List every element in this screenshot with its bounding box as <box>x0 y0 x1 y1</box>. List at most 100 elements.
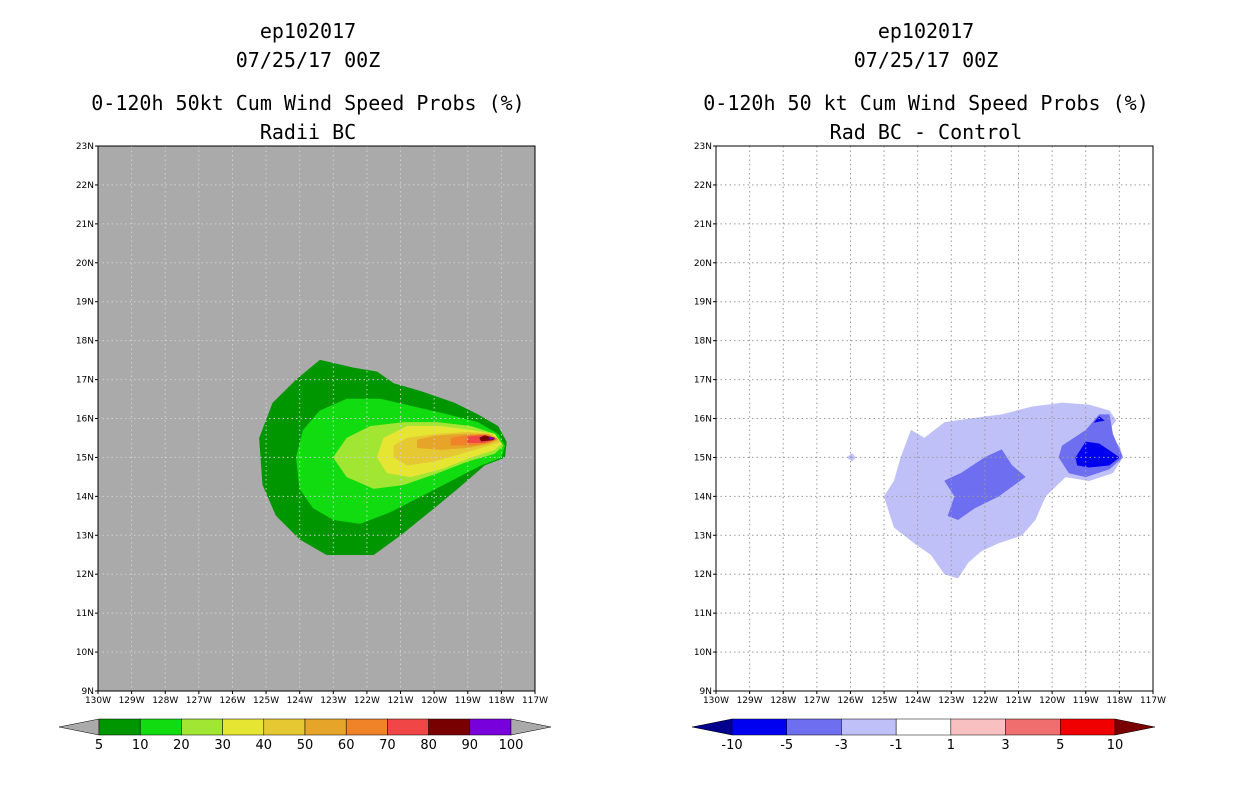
right-x-tick-label: 121W <box>1005 696 1031 706</box>
right-panel: ep102017 07/25/17 00Z 0-120h 50 kt Cum W… <box>691 19 1166 753</box>
left-x-tick-label: 127W <box>186 696 212 706</box>
left-panel: ep102017 07/25/17 00Z 0-120h 50kt Cum Wi… <box>58 19 552 753</box>
right-colorbar-box <box>731 718 787 736</box>
left-y-axis: 9N 10N 11N 12N 13N 14N 15N 16N 17N 18N 19N 20N 21N 22… <box>76 142 98 697</box>
left-colorbar-label: 10 <box>132 738 149 753</box>
left-y-tick-label: 14N <box>76 492 94 502</box>
left-contour-region-9 <box>489 436 495 440</box>
left-x-tick-label: 123W <box>320 696 346 706</box>
left-colorbar-label: 60 <box>338 738 355 753</box>
left-y-tick-label: 9N <box>82 687 94 697</box>
left-x-tick-label: 122W <box>354 696 380 706</box>
right-colorbar-label: -10 <box>721 738 742 753</box>
left-x-axis: 130W 129W 128W 127W 126W 125W 124W 123W 122W 121W… <box>85 691 548 706</box>
right-colorbar-box <box>950 718 1006 736</box>
left-y-tick-label: 20N <box>76 259 94 269</box>
right-colorbar-box <box>1060 718 1116 736</box>
right-colorbar-box <box>841 718 897 736</box>
left-colorbar-box <box>428 718 471 736</box>
left-x-tick-label: 125W <box>253 696 279 706</box>
right-colorbar-label: 5 <box>1056 738 1064 753</box>
left-y-tick-label: 17N <box>76 376 94 386</box>
right-y-tick-label: 19N <box>694 298 712 308</box>
left-colorbar-label: 90 <box>462 738 479 753</box>
right-colorbar-high-arrow <box>1114 718 1156 736</box>
left-x-tick-label: 124W <box>287 696 313 706</box>
right-x-tick-label: 126W <box>837 696 863 706</box>
left-colorbar-label: 40 <box>256 738 273 753</box>
right-datetime: 07/25/17 00Z <box>854 48 999 72</box>
right-y-tick-label: 20N <box>694 259 712 269</box>
right-x-tick-label: 129W <box>737 696 763 706</box>
right-chart-subtitle: Rad BC - Control <box>830 120 1023 144</box>
left-colorbar-box <box>181 718 223 736</box>
left-colorbar-box <box>469 718 512 736</box>
left-colorbar-box <box>387 718 429 736</box>
left-colorbar-label: 70 <box>379 738 396 753</box>
right-storm-id: ep102017 <box>878 19 974 43</box>
right-y-tick-label: 10N <box>694 648 712 658</box>
left-colorbar-box <box>345 718 388 736</box>
left-datetime: 07/25/17 00Z <box>236 48 381 72</box>
right-colorbar-box <box>895 718 952 736</box>
left-colorbar-box <box>139 718 182 736</box>
left-x-tick-label: 120W <box>421 696 447 706</box>
right-chart-title: 0-120h 50 kt Cum Wind Speed Probs (%) <box>703 91 1149 115</box>
left-y-tick-label: 13N <box>76 531 94 541</box>
left-colorbar-label: 20 <box>173 738 190 753</box>
right-x-tick-label: 123W <box>938 696 964 706</box>
left-colorbar-box <box>263 718 306 736</box>
left-chart-title: 0-120h 50kt Cum Wind Speed Probs (%) <box>91 91 524 115</box>
right-colorbar-label: -1 <box>890 738 903 753</box>
right-x-tick-label: 117W <box>1140 696 1166 706</box>
left-x-tick-label: 126W <box>219 696 245 706</box>
left-x-tick-label: 130W <box>85 696 111 706</box>
left-colorbar-box <box>98 718 141 736</box>
right-x-tick-label: 127W <box>804 696 830 706</box>
right-colorbar: -10 -5 -3 -1 1 3 5 10 <box>691 718 1156 753</box>
left-y-tick-label: 19N <box>76 298 94 308</box>
left-chart-subtitle: Radii BC <box>260 120 356 144</box>
left-colorbar-label: 5 <box>95 738 103 753</box>
right-y-tick-label: 11N <box>694 609 712 619</box>
right-x-tick-label: 118W <box>1106 696 1132 706</box>
right-x-tick-label: 128W <box>770 696 796 706</box>
left-x-tick-label: 121W <box>387 696 413 706</box>
right-colorbar-label: 1 <box>947 738 955 753</box>
right-x-axis: 130W 129W 128W 127W 126W 125W 124W 123W 122W 121W… <box>703 691 1166 706</box>
right-y-tick-label: 21N <box>694 220 712 230</box>
left-colorbar-high-arrow <box>510 718 552 736</box>
left-x-tick-label: 119W <box>455 696 481 706</box>
left-y-tick-label: 10N <box>76 648 94 658</box>
left-colorbar-box <box>304 718 347 736</box>
right-contour-region-5 <box>1093 416 1105 423</box>
left-x-tick-label: 118W <box>488 696 514 706</box>
left-y-tick-label: 22N <box>76 181 94 191</box>
left-y-tick-label: 18N <box>76 337 94 347</box>
right-x-tick-label: 122W <box>972 696 998 706</box>
right-y-tick-label: 12N <box>694 570 712 580</box>
right-y-tick-label: 16N <box>694 415 712 425</box>
left-colorbar-label: 30 <box>214 738 231 753</box>
left-y-tick-label: 16N <box>76 415 94 425</box>
left-y-tick-label: 21N <box>76 220 94 230</box>
right-colorbar-label: 3 <box>1001 738 1009 753</box>
left-y-tick-label: 15N <box>76 453 94 463</box>
left-gridlines <box>98 146 535 691</box>
right-y-tick-label: 17N <box>694 376 712 386</box>
right-x-tick-label: 120W <box>1039 696 1065 706</box>
right-contour-region-4 <box>1075 441 1120 468</box>
left-x-tick-label: 128W <box>152 696 178 706</box>
right-colorbar-box <box>1005 718 1061 736</box>
right-colorbar-label: -3 <box>835 738 848 753</box>
right-x-tick-label: 130W <box>703 696 729 706</box>
right-colorbar-low-arrow <box>691 718 733 736</box>
right-y-tick-label: 13N <box>694 531 712 541</box>
left-colorbar-low-arrow <box>58 718 100 736</box>
left-colorbar-label: 80 <box>420 738 437 753</box>
left-colorbar: 5 10 20 30 40 50 60 70 80 90 100 <box>58 718 552 753</box>
left-colorbar-label: 50 <box>297 738 314 753</box>
left-colorbar-label: 100 <box>499 738 524 753</box>
right-colorbar-box <box>786 718 842 736</box>
